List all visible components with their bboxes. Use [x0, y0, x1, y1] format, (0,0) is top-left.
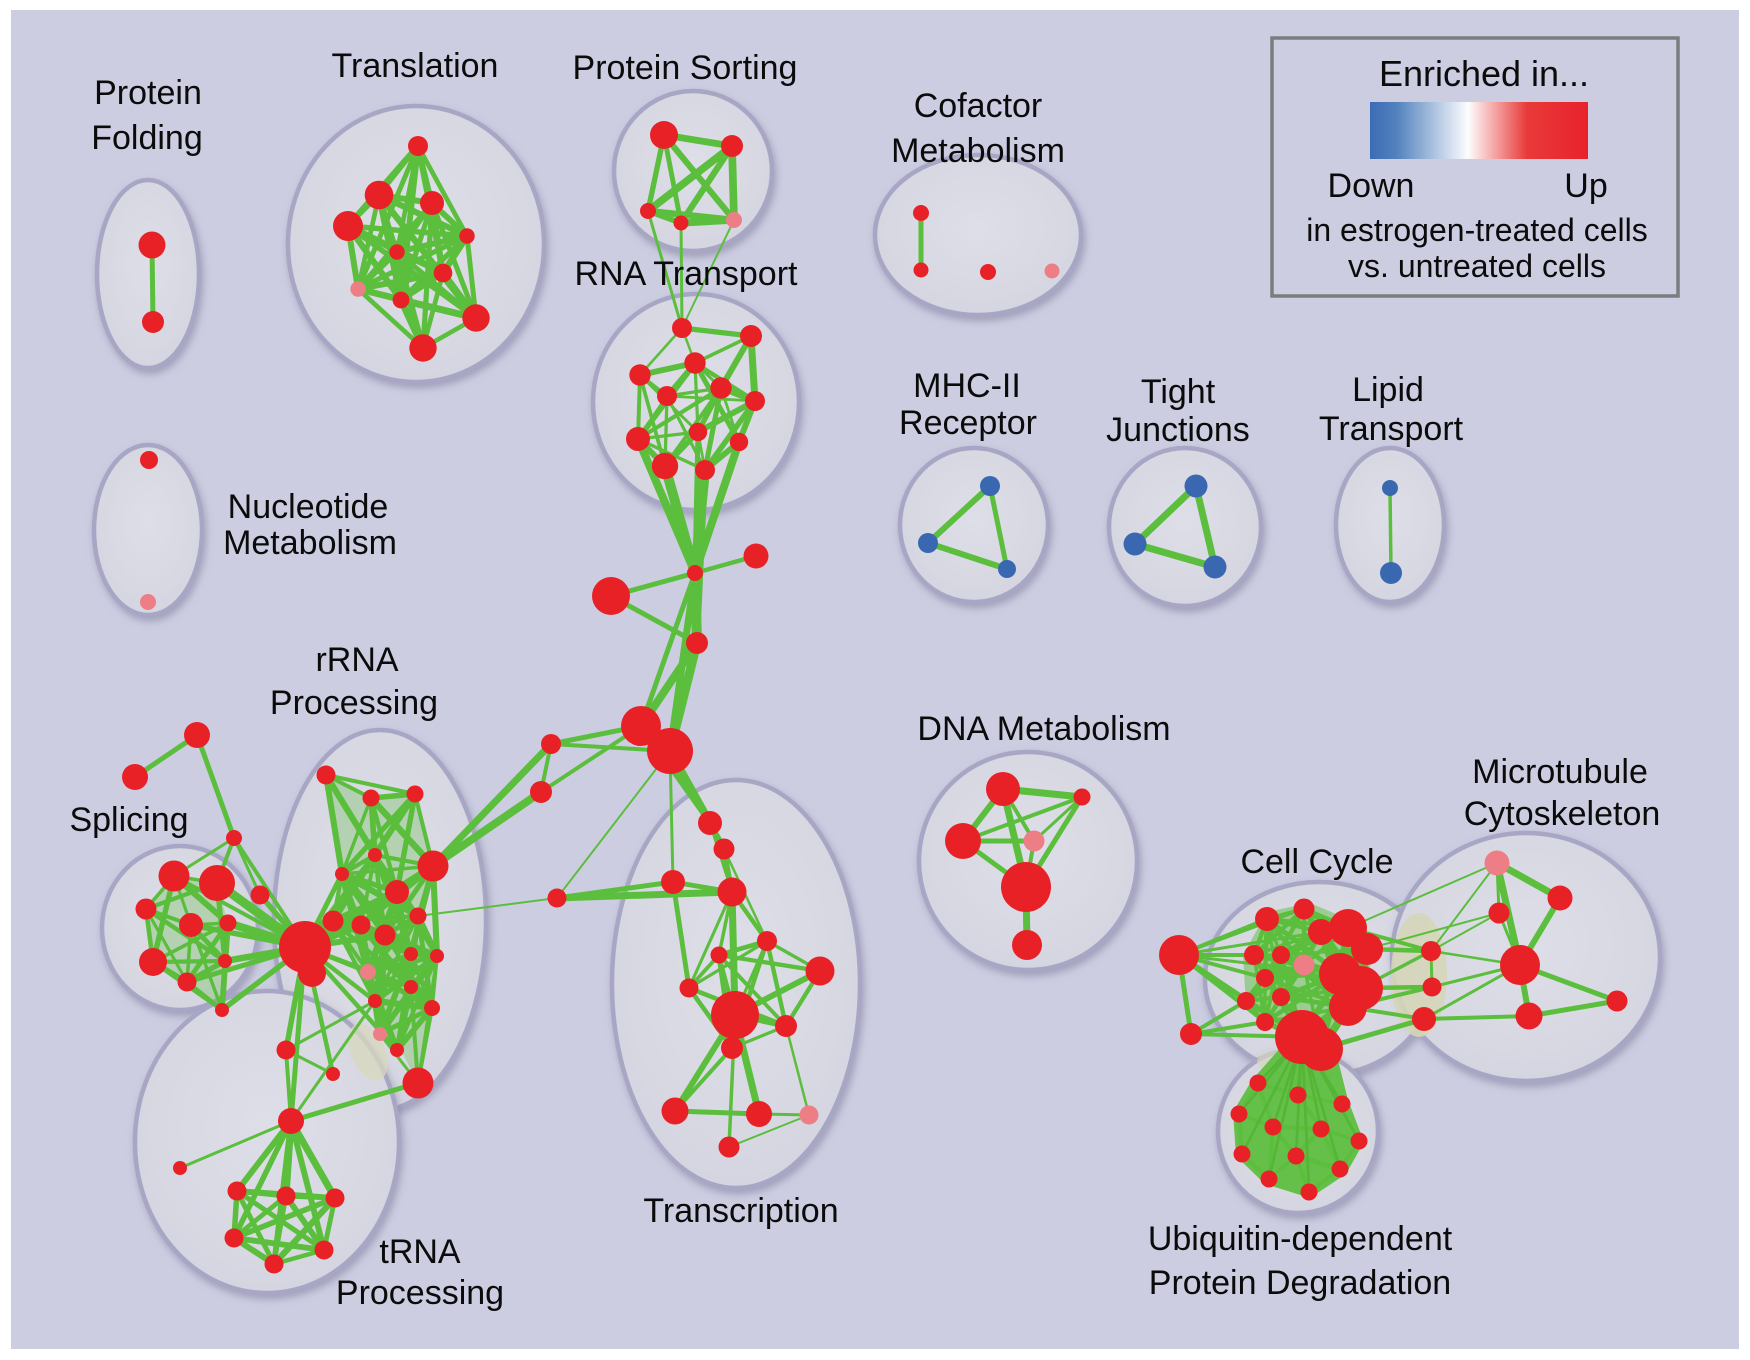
- svg-text:Cofactor: Cofactor: [914, 87, 1043, 125]
- svg-text:Processing: Processing: [270, 684, 438, 722]
- svg-text:RNA Transport: RNA Transport: [575, 255, 799, 293]
- svg-text:Up: Up: [1564, 167, 1607, 205]
- svg-text:rRNA: rRNA: [315, 641, 398, 679]
- svg-text:Protein: Protein: [94, 74, 202, 112]
- svg-text:tRNA: tRNA: [379, 1233, 461, 1271]
- svg-text:Ubiquitin-dependent: Ubiquitin-dependent: [1148, 1220, 1453, 1258]
- svg-text:Splicing: Splicing: [69, 801, 188, 839]
- svg-text:Transport: Transport: [1319, 410, 1464, 448]
- svg-text:Folding: Folding: [91, 119, 203, 157]
- svg-text:Processing: Processing: [336, 1274, 504, 1312]
- svg-text:Tight: Tight: [1141, 373, 1216, 411]
- svg-text:in estrogen-treated cells: in estrogen-treated cells: [1306, 212, 1648, 248]
- svg-text:Microtubule: Microtubule: [1472, 753, 1648, 791]
- svg-text:Cell Cycle: Cell Cycle: [1240, 843, 1393, 881]
- svg-text:DNA Metabolism: DNA Metabolism: [917, 710, 1170, 748]
- svg-text:Receptor: Receptor: [899, 404, 1037, 442]
- svg-text:Down: Down: [1328, 167, 1415, 205]
- svg-text:Metabolism: Metabolism: [223, 524, 397, 562]
- svg-text:Cytoskeleton: Cytoskeleton: [1464, 795, 1661, 833]
- svg-text:Junctions: Junctions: [1106, 411, 1250, 449]
- svg-text:Metabolism: Metabolism: [891, 132, 1065, 170]
- svg-text:Transcription: Transcription: [643, 1192, 838, 1230]
- svg-text:Protein Degradation: Protein Degradation: [1149, 1264, 1451, 1302]
- svg-text:Enriched in...: Enriched in...: [1379, 53, 1589, 94]
- svg-text:Nucleotide: Nucleotide: [228, 488, 389, 526]
- svg-text:Lipid: Lipid: [1352, 371, 1424, 409]
- svg-text:Protein Sorting: Protein Sorting: [573, 49, 798, 87]
- svg-text:MHC-II: MHC-II: [913, 367, 1021, 405]
- svg-text:Translation: Translation: [332, 47, 499, 85]
- svg-text:vs. untreated cells: vs. untreated cells: [1348, 248, 1606, 284]
